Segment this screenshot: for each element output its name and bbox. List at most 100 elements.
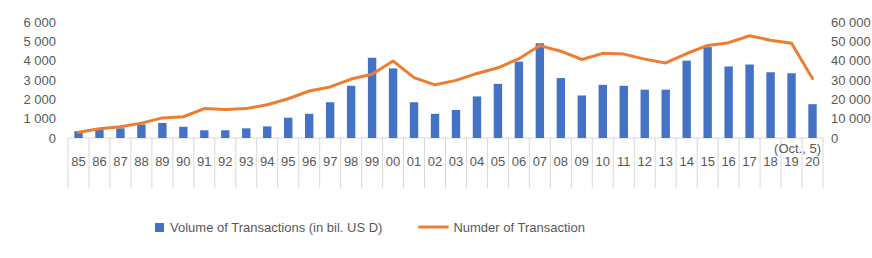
x-tick-label: 06 <box>512 154 526 169</box>
category-separator <box>68 138 69 188</box>
category-separator <box>193 138 194 188</box>
y2-tick <box>823 41 826 42</box>
bar <box>347 86 355 138</box>
x-tick-label: 99 <box>365 154 379 169</box>
x-tick-label: 95 <box>281 154 295 169</box>
x-tick-label: 11 <box>617 154 631 169</box>
bar <box>284 118 292 138</box>
x-tick-label: 02 <box>428 154 442 169</box>
y-tick-label: 3 000 <box>23 73 56 88</box>
bar <box>389 68 397 138</box>
bar <box>221 130 229 138</box>
legend-label: Volume of Transactions (in bil. US D) <box>170 220 382 235</box>
y2-tick-label: 0 <box>831 131 838 146</box>
category-separator <box>109 138 110 188</box>
x-tick-label: 92 <box>218 154 232 169</box>
category-separator <box>382 138 383 188</box>
x-tick-label: 19 <box>784 154 798 169</box>
x-tick-label: 04 <box>470 154 484 169</box>
bar <box>179 127 187 138</box>
category-separator <box>571 138 572 188</box>
bar <box>557 78 565 138</box>
bar <box>200 130 208 138</box>
bar <box>410 102 418 138</box>
bar <box>116 128 124 138</box>
bar <box>515 62 523 138</box>
y-tick-label: 2 000 <box>23 92 56 107</box>
y2-tick <box>823 118 826 119</box>
bar <box>452 110 460 138</box>
bar <box>431 114 439 138</box>
category-separator <box>172 138 173 188</box>
x-tick-label: 96 <box>302 154 316 169</box>
y-tick-label: 0 <box>49 131 56 146</box>
category-separator <box>340 138 341 188</box>
bar <box>473 96 481 138</box>
category-separator <box>151 138 152 188</box>
y2-tick-label: 30 000 <box>831 73 871 88</box>
category-separator <box>697 138 698 188</box>
y-tick <box>65 118 68 119</box>
y2-tick <box>823 22 826 23</box>
bar <box>620 86 628 138</box>
category-separator <box>130 138 131 188</box>
x-tick-label: 91 <box>197 154 211 169</box>
y-tick <box>65 41 68 42</box>
category-separator <box>529 138 530 188</box>
category-separator <box>256 138 257 188</box>
y-tick-label: 1 000 <box>23 111 56 126</box>
bar <box>137 124 145 138</box>
y2-tick-label: 40 000 <box>831 53 871 68</box>
category-separator <box>508 138 509 188</box>
y-tick <box>65 60 68 61</box>
x-tick-label: 05 <box>491 154 505 169</box>
category-separator <box>235 138 236 188</box>
category-separator <box>676 138 677 188</box>
x-tick-label: 15 <box>700 154 714 169</box>
x-tick-label: 01 <box>407 154 421 169</box>
x-tick-label: 93 <box>239 154 253 169</box>
category-separator <box>739 138 740 188</box>
y-tick <box>65 99 68 100</box>
y2-tick-label: 50 000 <box>831 34 871 49</box>
x-tick-label: 89 <box>155 154 169 169</box>
x-tick-label: 07 <box>533 154 547 169</box>
legend-label: Numder of Transaction <box>453 220 585 235</box>
y2-tick-label: 60 000 <box>831 15 871 30</box>
x-tick-label: 97 <box>323 154 337 169</box>
x-tick-label: 16 <box>721 154 735 169</box>
category-separator <box>592 138 593 188</box>
bar <box>536 43 544 138</box>
bar <box>808 104 816 138</box>
x-tick-label: 00 <box>386 154 400 169</box>
bar <box>682 61 690 138</box>
plot-marks <box>74 36 816 138</box>
bar <box>641 90 649 138</box>
category-separator <box>718 138 719 188</box>
x-tick-label: 98 <box>344 154 358 169</box>
y2-tick <box>823 99 826 100</box>
bar <box>599 85 607 138</box>
bar <box>724 66 732 138</box>
bar <box>368 58 376 138</box>
x-tick-label: 90 <box>176 154 190 169</box>
annotation: (Oct., 5) <box>774 141 821 156</box>
category-separator <box>424 138 425 188</box>
legend-item: Numder of Transaction <box>419 220 585 235</box>
bar <box>494 84 502 138</box>
x-tick-label: 08 <box>554 154 568 169</box>
x-tick-label: 10 <box>596 154 610 169</box>
category-separator <box>277 138 278 188</box>
x-tick-label: 03 <box>449 154 463 169</box>
bar <box>326 102 334 138</box>
category-separator <box>319 138 320 188</box>
y-tick-label: 6 000 <box>23 15 56 30</box>
x-tick-label: 17 <box>742 154 756 169</box>
x-tick-label: 09 <box>575 154 589 169</box>
category-separator <box>823 138 824 188</box>
x-tick-label: 13 <box>658 154 672 169</box>
category-separator <box>634 138 635 188</box>
category-separator <box>466 138 467 188</box>
category-separator <box>760 138 761 188</box>
y-tick-label: 5 000 <box>23 34 56 49</box>
